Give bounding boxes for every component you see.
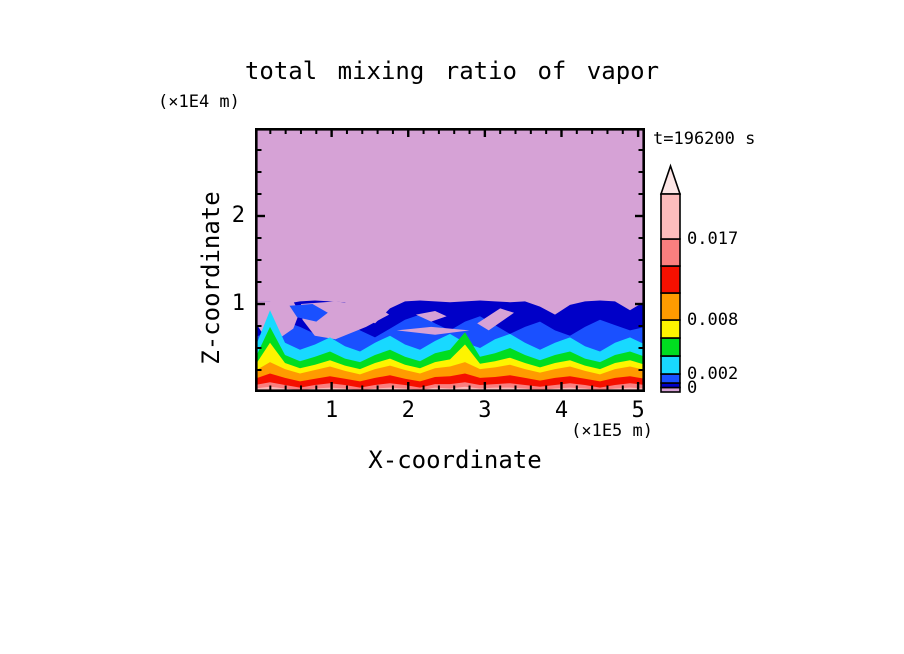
colorbar-label-0.017: 0.017 [687,229,739,249]
entrainment-blobs [255,301,514,340]
blob-violet-streak-mid [396,326,470,335]
z-tick-label-1: 1 [231,291,245,316]
colorbar-segment-light-pink [660,193,681,240]
colorbar-label-0.002: 0.002 [687,364,739,384]
colorbar-segment-cyan [660,355,681,375]
x-tick-label-1: 1 [324,398,339,423]
z-axis-unit: (×1E4 m) [158,92,240,112]
contour-plot [255,128,645,392]
x-axis-label: X-coordinate [368,446,542,474]
plot-frame [255,128,645,392]
x-tick-label-3: 3 [478,398,492,423]
colorbar-segment-salmon [660,238,681,267]
colorbar-arrow [659,163,682,195]
x-axis-unit: (×1E5 m) [571,421,653,441]
plot-title: total mixing ratio of vapor [244,57,660,85]
colorbar-segment-orange [660,292,681,321]
colorbar-segment-blue [660,373,681,384]
z-tick-label-2: 2 [231,203,245,228]
colorbar-segment-green [660,337,681,357]
colorbar-segment-red [660,265,681,294]
z-axis-label: Z-coordinate [197,191,225,365]
x-tick-label-4: 4 [554,398,569,423]
colorbar-label-0: 0 [687,378,698,398]
blob-blue-patch-left [289,304,328,322]
blob-violet-streak-right [477,308,514,331]
time-annotation: t=196200 s [653,129,756,149]
colorbar-label-0.008: 0.008 [687,310,739,330]
colorbar [659,163,682,393]
x-tick-label-5: 5 [631,398,645,423]
contour-bands [255,300,645,392]
x-tick-label-2: 2 [401,398,415,423]
blob-violet-dot-mid [415,311,447,322]
colorbar-segment-yellow [660,319,681,339]
